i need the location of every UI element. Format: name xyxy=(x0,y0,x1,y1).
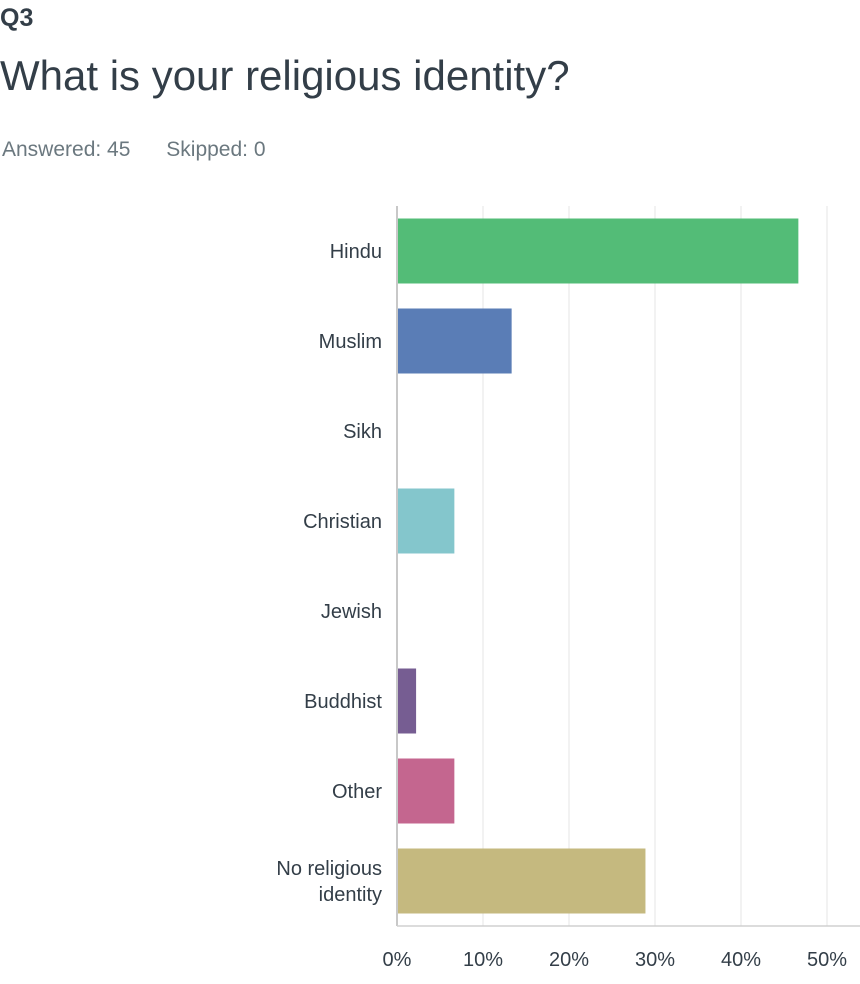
tick-labels: 0% 10% 20% 30% 40% 50% xyxy=(383,949,848,971)
bar[interactable] xyxy=(397,308,512,374)
skipped-count: Skipped: 0 xyxy=(166,138,266,161)
grid-lines xyxy=(482,206,828,926)
category-label: Hindu xyxy=(330,241,382,263)
category-label: identity xyxy=(319,884,382,906)
x-tick-label: 30% xyxy=(635,949,675,971)
axes xyxy=(396,206,860,927)
answered-count: Answered: 45 xyxy=(2,138,131,161)
question-title: What is your religious identity? xyxy=(0,52,570,99)
bar[interactable] xyxy=(397,218,799,284)
category-label: Muslim xyxy=(319,331,382,353)
category-label: Buddhist xyxy=(304,691,382,713)
category-label: No religious xyxy=(276,858,382,880)
response-stats: Answered: 45 Skipped: 0 xyxy=(2,138,266,162)
bar[interactable] xyxy=(397,758,455,824)
category-label: Jewish xyxy=(321,601,382,623)
category-label: Christian xyxy=(303,511,382,533)
bar[interactable] xyxy=(397,488,455,554)
bar[interactable] xyxy=(397,848,646,914)
x-tick-label: 50% xyxy=(807,949,847,971)
bar[interactable] xyxy=(397,668,417,734)
x-tick-label: 10% xyxy=(463,949,503,971)
category-label: Other xyxy=(332,781,382,803)
question-number: Q3 xyxy=(0,4,34,32)
x-tick-label: 20% xyxy=(549,949,589,971)
category-label: Sikh xyxy=(343,421,382,443)
category-labels: Hindu Muslim Sikh Christian Jewish Buddhist Ot… xyxy=(276,241,382,906)
x-tick-label: 0% xyxy=(383,949,412,971)
bars xyxy=(397,218,799,914)
x-tick-label: 40% xyxy=(721,949,761,971)
